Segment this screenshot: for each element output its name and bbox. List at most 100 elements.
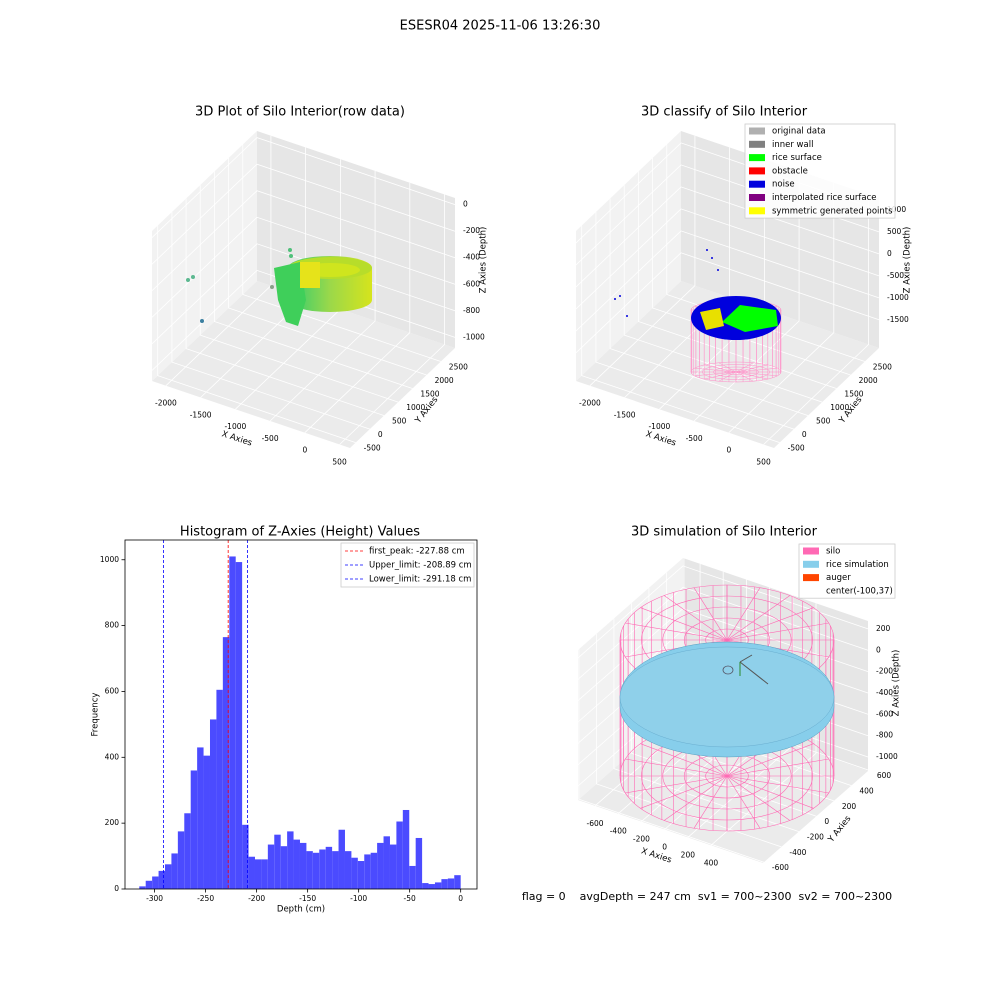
y-tick-label: 400: [859, 787, 874, 796]
grid-line: [304, 182, 411, 433]
bar: [216, 689, 223, 889]
z-axis-label: Z Axies (Depth): [479, 227, 489, 294]
legend-label: obstacle: [772, 166, 808, 176]
y-tick-label: 1000: [100, 555, 119, 564]
x-tick-label: -50: [404, 894, 416, 903]
legend-swatch: [803, 574, 819, 582]
z-tick-label: -1000: [887, 293, 909, 302]
wire: [726, 775, 761, 829]
x-tick-label: -600: [587, 819, 604, 828]
x-tick-label: 500: [756, 457, 771, 466]
y-tick-label: 0: [378, 430, 383, 439]
bar: [351, 857, 358, 889]
z-tick-label: -400: [463, 253, 480, 262]
chart-title: 3D simulation of Silo Interior: [631, 525, 818, 540]
bar: [293, 839, 300, 889]
x-axis-label: Depth (cm): [277, 905, 325, 915]
legend-label: interpolated rice surface: [772, 193, 877, 203]
x-tick-label: 0: [662, 843, 667, 852]
bar: [396, 821, 403, 889]
x-tick-label: 0: [726, 446, 731, 455]
grid-line: [609, 198, 809, 416]
z-tick-label: -1500: [887, 315, 909, 324]
grid-line: [578, 649, 765, 863]
bar: [197, 747, 204, 889]
grid-line: [242, 144, 441, 362]
grid-line: [589, 135, 696, 386]
legend-swatch: [749, 167, 765, 175]
grid-line: [638, 171, 837, 389]
x-tick-label: 200: [681, 850, 696, 859]
bar: [209, 719, 217, 889]
wire: [705, 764, 749, 788]
bar: [325, 846, 333, 889]
x-tick-label: -1000: [224, 422, 246, 431]
grid-line: [151, 163, 456, 265]
y-tick-label: 2000: [859, 376, 878, 385]
bar: [190, 770, 198, 889]
z-tick-label: 0: [876, 645, 881, 654]
grid-line: [596, 633, 782, 848]
bar: [171, 853, 178, 889]
legend-label: rice simulation: [826, 560, 889, 570]
grid-line: [728, 182, 835, 433]
wire: [663, 595, 728, 641]
x-tick-label: -200: [248, 894, 265, 903]
grid-line: [157, 225, 356, 443]
z-tick-label: -500: [887, 271, 904, 280]
silo-simulation: [619, 584, 835, 832]
z-tick-label: 200: [876, 624, 891, 633]
y-tick-label: 600: [877, 771, 892, 780]
bar: [254, 859, 262, 889]
bar: [158, 870, 165, 889]
y-tick-label: -500: [788, 444, 805, 453]
bar: [229, 556, 236, 889]
grid-line: [575, 252, 880, 354]
grid-line: [151, 269, 456, 371]
legend-swatch: [749, 154, 765, 162]
grid-line: [213, 171, 413, 389]
bar: [242, 824, 249, 889]
x-tick-label: -1500: [190, 410, 212, 419]
grid-line: [652, 158, 851, 376]
bar: [280, 846, 288, 889]
legend-swatch: [749, 140, 765, 148]
y-tick-label: -400: [789, 848, 806, 857]
grid-line: [151, 216, 456, 318]
wire: [726, 743, 814, 777]
y-tick-label: 1500: [420, 390, 439, 399]
bar: [287, 831, 294, 889]
z-tick-label: -800: [876, 731, 893, 740]
bar: [312, 852, 320, 889]
y-tick-label: -200: [807, 833, 824, 842]
wire: [726, 775, 829, 794]
bar: [383, 836, 390, 889]
grid-line: [763, 194, 869, 445]
bar: [222, 637, 230, 889]
grid-line: [575, 230, 880, 332]
z-tick-label: -1000: [876, 752, 898, 761]
wire: [693, 587, 728, 641]
z-tick-label: -600: [463, 279, 480, 288]
wire: [702, 364, 770, 380]
legend-swatch: [749, 127, 765, 135]
x-tick-label: -2000: [155, 399, 177, 408]
x-tick-label: -1500: [614, 410, 636, 419]
y-tick-label: 800: [105, 621, 120, 630]
bar: [145, 880, 153, 889]
bar: [184, 813, 191, 889]
bar: [370, 852, 378, 889]
grid-line: [666, 144, 865, 362]
y-tick-label: 1000: [830, 403, 849, 412]
bar: [447, 878, 455, 889]
wire: [693, 775, 728, 829]
chart-title: 3D Plot of Silo Interior(row data): [195, 105, 405, 120]
y-tick-label: 0: [114, 884, 119, 893]
point-cloud: [186, 248, 372, 326]
bar: [274, 834, 281, 889]
y-tick-label: 200: [842, 802, 857, 811]
figure-title: ESESR04 2025-11-06 13:26:30: [400, 19, 601, 34]
y-tick-label: 600: [105, 686, 120, 695]
y-tick-label: 0: [824, 817, 829, 826]
legend-swatch: [749, 180, 765, 188]
